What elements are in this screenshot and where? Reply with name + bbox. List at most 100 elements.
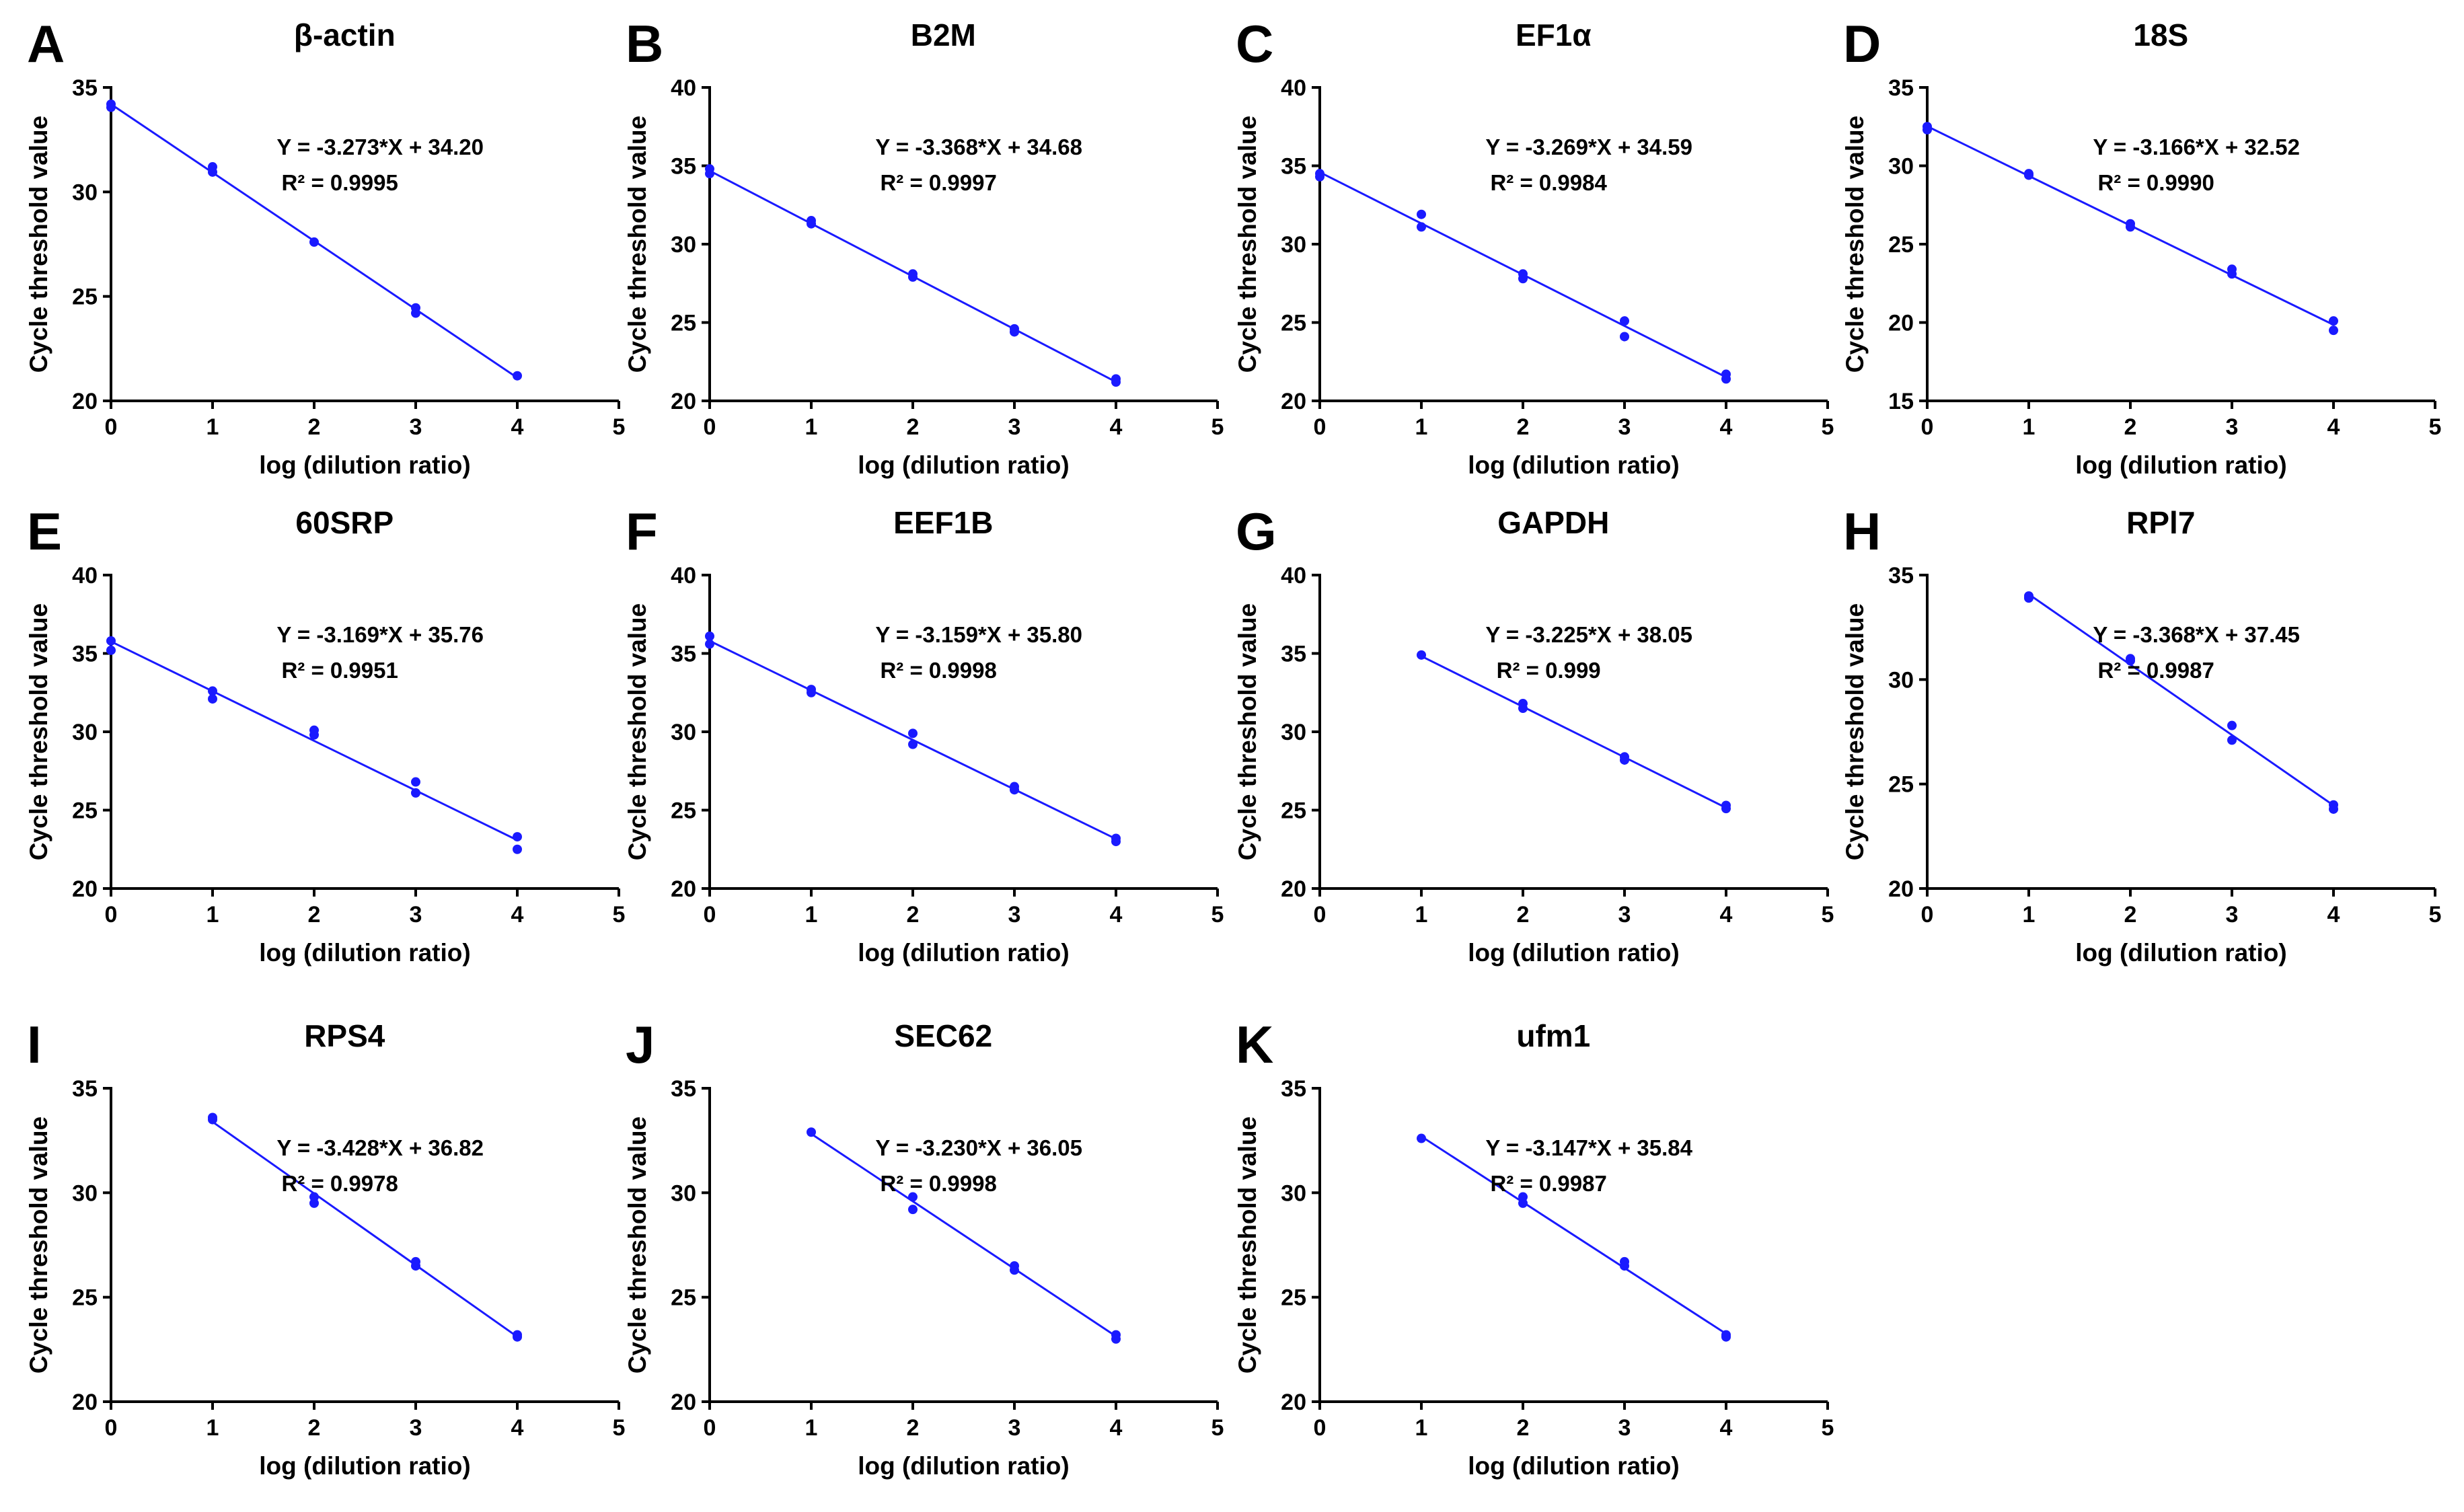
chart-title: SEC62: [894, 1018, 992, 1053]
y-tick-label: 40: [1281, 563, 1306, 589]
data-point: [208, 1114, 217, 1125]
regression-equation: Y = -3.159*X + 35.80: [875, 622, 1082, 647]
x-tick-label: 1: [2023, 414, 2036, 440]
y-tick-label: 20: [1281, 1390, 1306, 1415]
data-point: [2126, 222, 2135, 232]
x-tick-label: 4: [1110, 902, 1123, 928]
data-point: [1111, 1334, 1121, 1344]
y-tick-label: 30: [1281, 720, 1306, 745]
x-tick-label: 3: [1618, 414, 1631, 440]
y-tick-label: 20: [1281, 389, 1306, 414]
panel-letter: I: [27, 1015, 42, 1074]
data-point: [411, 777, 420, 787]
x-tick-label: 0: [1314, 902, 1327, 928]
x-tick-label: 5: [1211, 902, 1224, 928]
y-tick-label: 25: [1281, 1285, 1306, 1311]
x-tick-label: 3: [1008, 414, 1021, 440]
regression-equation: Y = -3.368*X + 34.68: [875, 135, 1082, 159]
data-point: [1417, 222, 1426, 232]
y-tick-label: 20: [671, 389, 696, 414]
y-axis-title: Cycle threshold value: [624, 1117, 651, 1373]
x-tick-label: 3: [1618, 1415, 1631, 1441]
data-point: [411, 1261, 420, 1271]
y-axis-title: Cycle threshold value: [25, 1117, 52, 1373]
y-tick-label: 30: [1888, 667, 1914, 693]
x-tick-label: 4: [2327, 902, 2340, 928]
y-tick-label: 30: [72, 720, 98, 745]
chart-title: ufm1: [1516, 1018, 1590, 1053]
data-point: [1620, 1261, 1629, 1271]
x-tick-label: 1: [805, 414, 818, 440]
data-point: [309, 237, 319, 247]
x-tick-label: 0: [105, 414, 118, 440]
y-tick-label: 40: [671, 563, 696, 589]
y-tick-label: 20: [72, 876, 98, 902]
y-axis-title: Cycle threshold value: [25, 116, 52, 373]
x-tick-label: 1: [1415, 414, 1428, 440]
y-tick-label: 35: [72, 642, 98, 667]
y-tick-label: 35: [1281, 154, 1306, 180]
data-point: [807, 687, 816, 697]
r-squared: R² = 0.9997: [880, 170, 996, 195]
regression-equation: Y = -3.166*X + 32.52: [2093, 135, 2300, 159]
data-point: [908, 1205, 918, 1215]
data-point: [513, 1332, 522, 1342]
x-tick-label: 0: [1314, 414, 1327, 440]
y-tick-label: 30: [671, 1180, 696, 1206]
chart-title: B2M: [911, 17, 976, 52]
y-axis-title: Cycle threshold value: [25, 603, 52, 860]
y-tick-label: 30: [1281, 232, 1306, 258]
x-tick-label: 1: [207, 1415, 219, 1441]
data-point: [411, 788, 420, 798]
x-axis-title: log (dilution ratio): [259, 451, 470, 479]
regression-equation: Y = -3.269*X + 34.59: [1485, 135, 1692, 159]
x-tick-label: 2: [2124, 414, 2137, 440]
x-axis-title: log (dilution ratio): [2075, 939, 2286, 967]
x-tick-label: 0: [1314, 1415, 1327, 1441]
data-point: [1010, 1265, 1019, 1275]
y-tick-label: 25: [671, 1285, 696, 1311]
x-tick-label: 0: [105, 1415, 118, 1441]
x-tick-label: 3: [410, 414, 422, 440]
x-tick-label: 5: [613, 414, 626, 440]
data-point: [1010, 327, 1019, 337]
data-point: [908, 272, 918, 282]
y-tick-label: 30: [1281, 1180, 1306, 1206]
x-axis-title: log (dilution ratio): [1468, 1452, 1679, 1480]
y-tick-label: 35: [1888, 563, 1914, 589]
data-point: [1620, 316, 1629, 326]
x-tick-label: 2: [308, 902, 321, 928]
panel-letter: B: [626, 14, 663, 73]
data-point: [1721, 374, 1731, 384]
x-tick-label: 2: [2124, 902, 2137, 928]
chart-panel-h: H RPl7 0 1 2 3 4 5 20 25 30 35 log (dilution ratio) C…: [1841, 502, 2441, 967]
data-point: [2024, 593, 2033, 603]
regression-equation: Y = -3.169*X + 35.76: [276, 622, 484, 647]
x-tick-label: 4: [2327, 414, 2340, 440]
x-tick-label: 1: [207, 902, 219, 928]
y-tick-label: 35: [1281, 642, 1306, 667]
y-tick-label: 35: [1888, 75, 1914, 101]
x-tick-label: 0: [704, 414, 716, 440]
x-tick-label: 0: [704, 902, 716, 928]
data-point: [908, 1192, 918, 1202]
x-tick-label: 3: [2226, 414, 2239, 440]
r-squared: R² = 0.9984: [1490, 170, 1607, 195]
data-point: [807, 219, 816, 229]
data-point: [513, 832, 522, 842]
y-tick-label: 25: [1281, 311, 1306, 336]
x-tick-label: 5: [613, 1415, 626, 1441]
x-tick-label: 5: [1211, 414, 1224, 440]
y-tick-label: 35: [72, 75, 98, 101]
x-tick-label: 2: [907, 414, 920, 440]
regression-line: [110, 640, 518, 841]
data-point: [1417, 1133, 1426, 1143]
data-point: [1620, 755, 1629, 765]
x-tick-label: 2: [1517, 1415, 1530, 1441]
data-point: [2227, 269, 2237, 279]
regression-equation: Y = -3.147*X + 35.84: [1485, 1135, 1692, 1160]
x-tick-label: 3: [1618, 902, 1631, 928]
x-axis-title: log (dilution ratio): [1468, 451, 1679, 479]
data-point: [807, 1127, 816, 1137]
regression-line: [1421, 655, 1727, 809]
